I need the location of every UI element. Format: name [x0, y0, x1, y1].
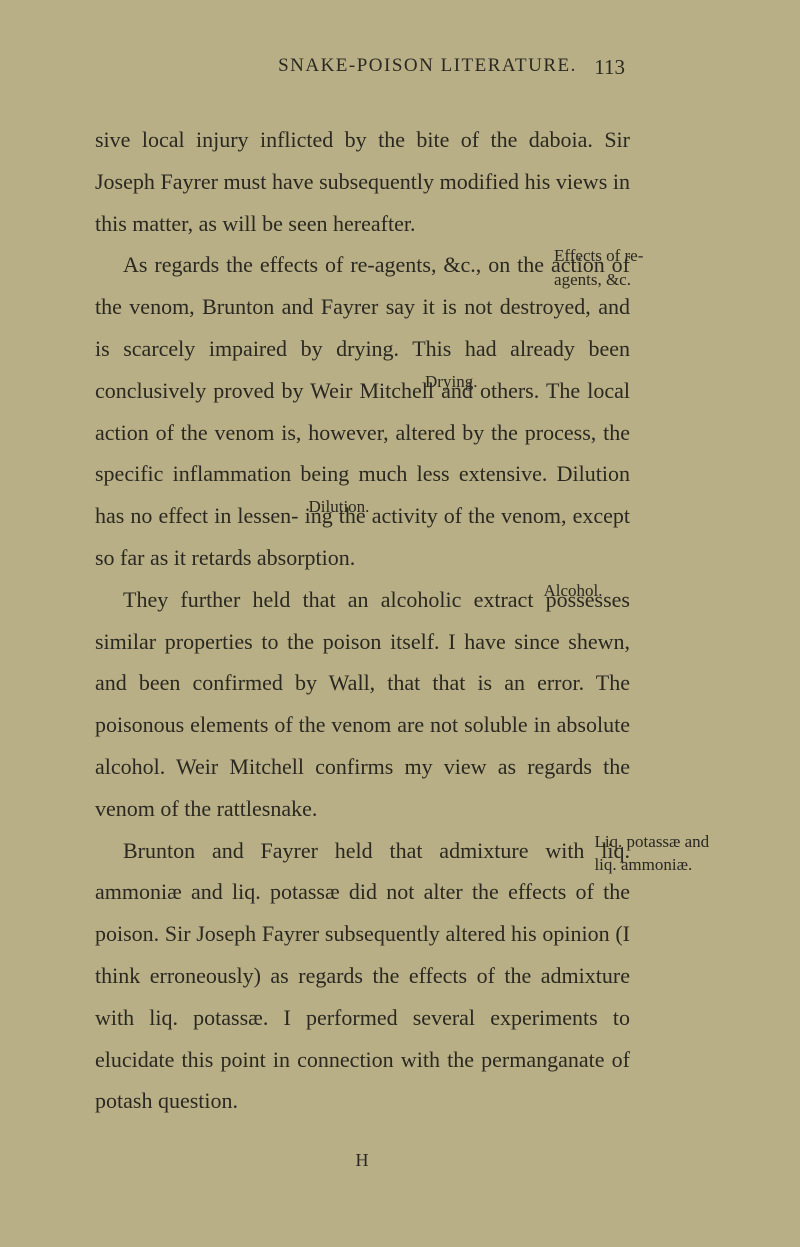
page-header: SNAKE-POISON LITERATURE. 113	[95, 55, 760, 77]
body-text: sive local injury inflicted by the bite …	[95, 119, 760, 1122]
text-run: Brunton and Fayrer held that admixture w…	[123, 838, 584, 863]
page-number: 113	[594, 55, 625, 80]
paragraph-1: sive local injury inflicted by the bite …	[95, 119, 630, 244]
paragraph-3: They further held that an alcoholic extr…	[95, 579, 630, 830]
header-title: SNAKE-POISON LITERATURE.	[278, 55, 577, 77]
text-run: They further held that an alcoholic extr…	[123, 587, 533, 612]
text-run: effects of the poison. Sir Joseph Fayrer…	[95, 879, 630, 1113]
text-span: They further held that an alcoholic extr…	[123, 587, 533, 612]
text-span: Brunton and Fayrer held that admixture w…	[123, 838, 584, 863]
margin-note-liq: Liq. potassæ and liq. ammoniæ.	[594, 830, 709, 878]
margin-note-dilution: Dilution.	[309, 495, 424, 519]
paragraph-2: As regards the effects of re-agents, &c.…	[95, 244, 630, 578]
paragraph-4: Brunton and Fayrer held that admixture w…	[95, 830, 630, 1123]
margin-note-effects: Effects of re-agents, &c.	[554, 244, 669, 292]
page-container: SNAKE-POISON LITERATURE. 113 sive local …	[0, 0, 800, 1226]
text-run: possesses similar properties to the pois…	[95, 587, 630, 821]
margin-note-alcohol: Alcohol.	[543, 579, 658, 603]
text-run: As regards the effects of re-agents, &c.…	[123, 252, 544, 277]
footer-signature-mark: H	[95, 1150, 760, 1171]
text-span: As regards the effects of re-agents, &c.…	[123, 252, 544, 277]
